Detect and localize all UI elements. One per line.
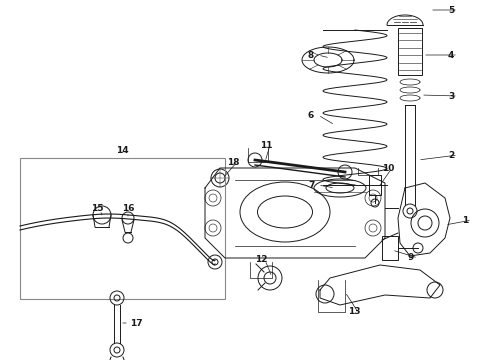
Bar (369, 175, 381, 195)
Text: 17: 17 (130, 319, 143, 328)
Text: 7: 7 (308, 180, 315, 189)
Text: 6: 6 (308, 111, 314, 120)
Text: 16: 16 (122, 203, 134, 212)
Bar (398, 28, 422, 75)
Text: 1: 1 (462, 216, 468, 225)
Text: 5: 5 (448, 5, 454, 14)
Text: 14: 14 (116, 146, 129, 155)
Text: 12: 12 (255, 256, 268, 265)
Text: 2: 2 (448, 150, 454, 159)
Bar (382, 236, 398, 260)
Text: 11: 11 (260, 140, 272, 149)
Text: 8: 8 (308, 50, 314, 59)
Text: 10: 10 (382, 163, 394, 172)
Text: 18: 18 (227, 158, 240, 166)
Text: 4: 4 (448, 50, 454, 59)
Text: 13: 13 (348, 307, 361, 316)
Text: 15: 15 (91, 203, 103, 212)
Text: 9: 9 (408, 253, 415, 262)
Text: 3: 3 (448, 91, 454, 100)
Bar (20, 158, 225, 299)
